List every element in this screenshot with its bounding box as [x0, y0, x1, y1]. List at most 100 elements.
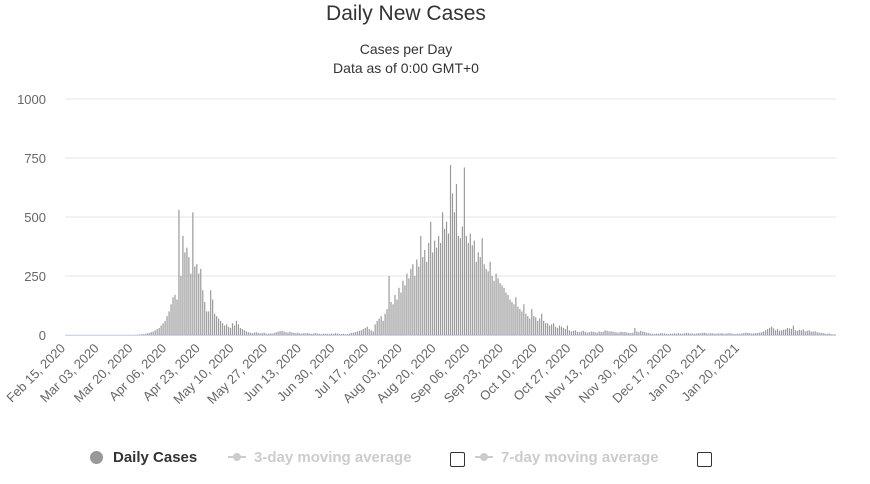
bar	[646, 332, 648, 335]
bar	[549, 325, 551, 335]
bar	[160, 325, 162, 335]
bar	[434, 240, 436, 335]
bar	[366, 326, 368, 335]
bar	[578, 332, 580, 335]
bar	[550, 324, 553, 335]
bar	[677, 333, 680, 335]
bar	[168, 311, 170, 335]
bar	[717, 333, 719, 335]
bar	[202, 290, 204, 335]
legend-item-daily-cases[interactable]: Daily Cases	[90, 446, 197, 468]
bar	[735, 334, 737, 335]
bar	[235, 320, 238, 335]
bar	[370, 330, 372, 335]
bar	[223, 325, 226, 335]
checkbox-7-day-average[interactable]	[697, 452, 712, 467]
y-tick-label: 250	[24, 269, 46, 284]
bar	[447, 233, 450, 335]
bar	[751, 333, 753, 335]
bar	[374, 324, 376, 335]
bar	[196, 264, 198, 335]
bar	[719, 333, 721, 335]
bar	[394, 294, 396, 335]
bar	[763, 331, 765, 335]
bar	[172, 297, 174, 335]
bar	[231, 323, 234, 335]
bar	[648, 333, 650, 335]
bar	[412, 264, 414, 335]
checkbox-3-day-average[interactable]	[450, 452, 465, 467]
bar	[652, 333, 654, 335]
bar	[453, 212, 456, 335]
bar	[150, 332, 152, 335]
legend-item-7-day-average[interactable]: 7-day moving average	[475, 446, 659, 468]
bar	[501, 285, 503, 335]
bar	[608, 331, 610, 335]
bar	[772, 328, 775, 335]
legend-label-7-day-average: 7-day moving average	[501, 448, 659, 466]
bar	[229, 327, 232, 335]
bar	[364, 327, 366, 335]
bar	[588, 332, 590, 335]
bar	[293, 332, 295, 335]
bar	[336, 333, 339, 335]
bar	[267, 333, 269, 335]
bar	[650, 333, 652, 335]
legend-item-3-day-average[interactable]: 3-day moving average	[228, 446, 412, 468]
bar	[313, 333, 315, 335]
bar	[741, 333, 743, 335]
bar	[436, 247, 438, 335]
bar	[287, 332, 289, 335]
bars	[134, 165, 836, 335]
bar	[438, 235, 440, 335]
bar	[586, 332, 588, 335]
bar	[584, 331, 586, 335]
bar	[495, 273, 497, 335]
bar	[707, 333, 709, 335]
bar	[604, 330, 606, 335]
bar	[198, 273, 200, 335]
bar	[194, 266, 196, 335]
bar	[725, 333, 727, 335]
bar	[636, 331, 638, 335]
bar	[477, 252, 479, 335]
bar	[638, 332, 640, 335]
bar	[323, 333, 325, 335]
bar	[622, 332, 624, 335]
bar	[330, 333, 333, 335]
bar	[430, 221, 432, 335]
bar	[182, 235, 184, 335]
bar	[212, 299, 214, 335]
bar	[529, 318, 531, 335]
bar	[440, 242, 442, 335]
bar	[525, 313, 527, 335]
bar	[459, 238, 462, 335]
bar	[531, 309, 533, 335]
bar	[239, 327, 241, 335]
bar	[562, 327, 565, 335]
bar	[796, 330, 798, 335]
bar	[376, 320, 378, 335]
bar	[830, 334, 832, 335]
bar	[259, 333, 261, 335]
bar	[703, 332, 705, 335]
bar	[277, 331, 279, 335]
bar	[340, 334, 343, 335]
bar	[558, 325, 561, 335]
bar	[360, 330, 362, 335]
bar	[634, 327, 636, 335]
bar	[473, 240, 475, 335]
chart-title: Daily New Cases	[326, 2, 486, 25]
bar	[660, 333, 662, 335]
bar	[186, 247, 188, 335]
bar	[386, 309, 388, 335]
bar	[691, 333, 693, 335]
bar	[190, 273, 192, 335]
bar	[192, 212, 194, 335]
bar	[572, 330, 574, 335]
bar	[247, 332, 249, 335]
chart-subtitle: Cases per Day	[359, 41, 453, 57]
bar	[552, 323, 555, 335]
bar	[663, 333, 666, 335]
